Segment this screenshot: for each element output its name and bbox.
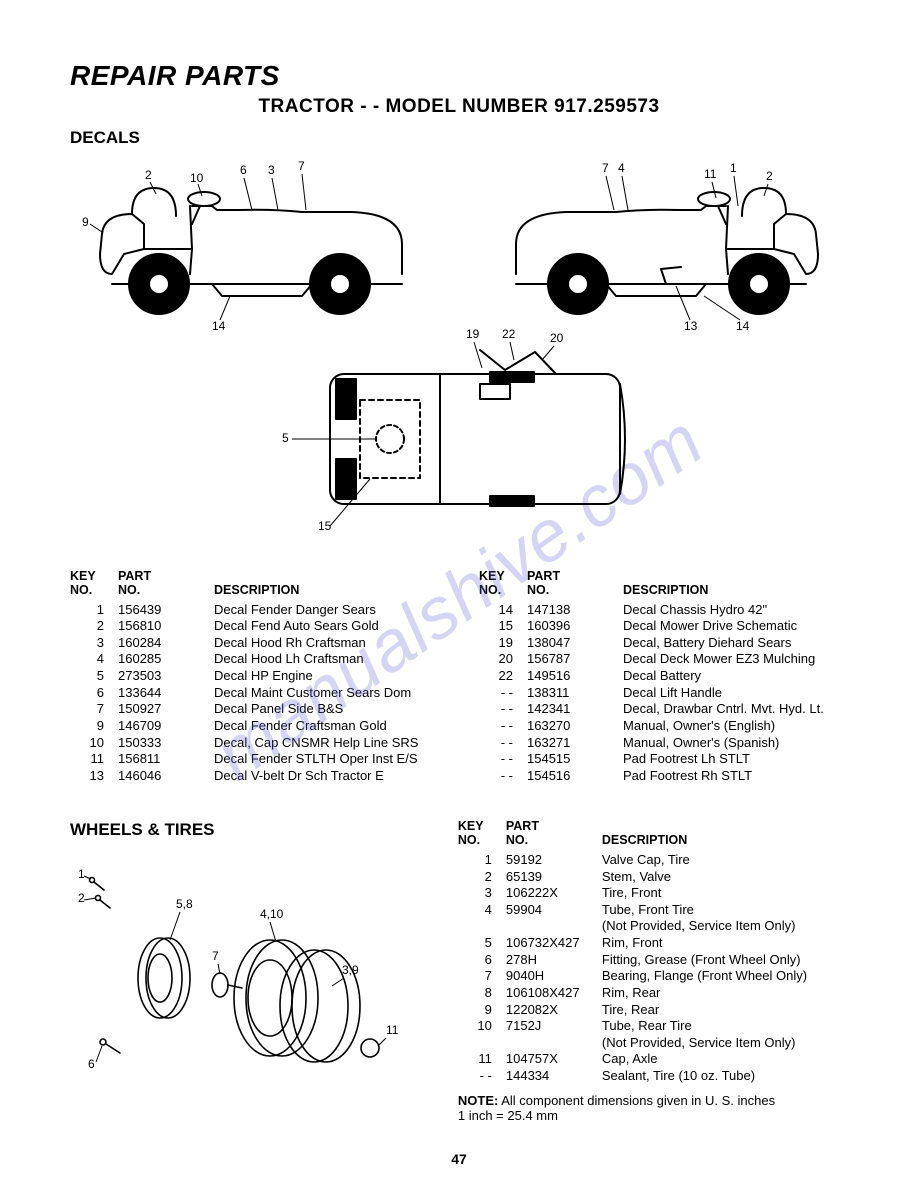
table-row: 3106222XTire, Front (458, 885, 848, 902)
table-row: 8106108X427Rim, Rear (458, 985, 848, 1002)
callout-w6: 6 (88, 1057, 95, 1071)
section-wheels-heading: WHEELS & TIRES (70, 820, 428, 840)
col-desc: DESCRIPTION (602, 820, 848, 852)
wheels-table: KEYNO. PARTNO. DESCRIPTION 159192Valve C… (458, 820, 848, 1084)
callout-2b: 2 (766, 169, 773, 183)
table-row: 5106732X427Rim, Front (458, 935, 848, 952)
table-row: 79040HBearing, Flange (Front Wheel Only) (458, 968, 848, 985)
callout-7b: 7 (602, 161, 609, 175)
col-part: PARTNO. (118, 570, 214, 602)
callout-10: 10 (190, 171, 204, 185)
col-key: KEYNO. (479, 570, 527, 602)
callout-5: 5 (282, 431, 289, 445)
table-row: - -144334Sealant, Tire (10 oz. Tube) (458, 1068, 848, 1085)
wheels-diagram: 1 2 5,8 4,10 7 3,9 6 11 (70, 848, 428, 1078)
table-row: 20156787Decal Deck Mower EZ3 Mulching (479, 651, 848, 668)
tractor-right-icon: 7 4 1 11 2 13 14 (486, 154, 846, 334)
note-label: NOTE: (458, 1093, 498, 1108)
table-row: 15160396Decal Mower Drive Schematic (479, 618, 848, 635)
page-title: REPAIR PARTS (70, 60, 848, 92)
table-row: 4160285Decal Hood Lh Craftsman (70, 651, 439, 668)
table-row: 14147138Decal Chassis Hydro 42" (479, 602, 848, 619)
table-row: 3160284Decal Hood Rh Craftsman (70, 635, 439, 652)
callout-14: 14 (212, 319, 226, 333)
decals-diagram: 2 10 6 3 7 9 14 7 4 (70, 154, 848, 554)
callout-7: 7 (298, 159, 305, 173)
table-row: 19138047Decal, Battery Diehard Sears (479, 635, 848, 652)
callout-w410: 4,10 (260, 907, 284, 921)
table-row: - -142341Decal, Drawbar Cntrl. Mvt. Hyd.… (479, 701, 848, 718)
callout-1: 1 (730, 161, 737, 175)
col-desc: DESCRIPTION (214, 570, 439, 602)
callout-6: 6 (240, 163, 247, 177)
callout-w39: 3,9 (342, 963, 359, 977)
callout-15: 15 (318, 519, 332, 533)
table-row: 9146709Decal Fender Craftsman Gold (70, 718, 439, 735)
tractor-top-icon: 19 22 20 5 15 (270, 324, 650, 554)
decals-table-left: KEYNO. PARTNO. DESCRIPTION 1156439Decal … (70, 570, 439, 784)
table-row: - -163271Manual, Owner's (Spanish) (479, 735, 848, 752)
table-row: 11156811Decal Fender STLTH Oper Inst E/S (70, 751, 439, 768)
callout-2: 2 (145, 168, 152, 182)
page-subtitle: TRACTOR - - MODEL NUMBER 917.259573 (70, 96, 848, 118)
table-row: - -163270Manual, Owner's (English) (479, 718, 848, 735)
table-row: 6133644Decal Maint Customer Sears Dom (70, 685, 439, 702)
table-row: 13146046Decal V-belt Dr Sch Tractor E (70, 768, 439, 785)
col-key: KEYNO. (458, 820, 506, 852)
table-row: 9122082XTire, Rear (458, 1002, 848, 1019)
table-row: 459904Tube, Front Tire(Not Provided, Ser… (458, 902, 848, 935)
table-row: - -154515Pad Footrest Lh STLT (479, 751, 848, 768)
callout-w1: 1 (78, 867, 85, 881)
col-desc: DESCRIPTION (623, 570, 848, 602)
col-part: PARTNO. (527, 570, 623, 602)
table-row: 1156439Decal Fender Danger Sears (70, 602, 439, 619)
callout-w58: 5,8 (176, 897, 193, 911)
col-part: PARTNO. (506, 820, 602, 852)
section-decals-heading: DECALS (70, 128, 848, 148)
callout-20: 20 (550, 331, 564, 345)
table-row: - -138311Decal Lift Handle (479, 685, 848, 702)
table-row: 2156810Decal Fend Auto Sears Gold (70, 618, 439, 635)
callout-4: 4 (618, 161, 625, 175)
page-number: 47 (70, 1151, 848, 1167)
callout-19: 19 (466, 327, 480, 341)
table-row: 5273503Decal HP Engine (70, 668, 439, 685)
callout-w11: 11 (386, 1023, 399, 1037)
callout-22: 22 (502, 327, 516, 341)
note: NOTE: All component dimensions given in … (458, 1093, 848, 1123)
callout-w2: 2 (78, 891, 85, 905)
table-row: 6278HFitting, Grease (Front Wheel Only) (458, 952, 848, 969)
table-row: 11104757XCap, Axle (458, 1051, 848, 1068)
callout-14b: 14 (736, 319, 750, 333)
table-row: 159192Valve Cap, Tire (458, 852, 848, 869)
table-row: 265139Stem, Valve (458, 869, 848, 886)
table-row: - -154516Pad Footrest Rh STLT (479, 768, 848, 785)
table-row: 107152JTube, Rear Tire(Not Provided, Ser… (458, 1018, 848, 1051)
decals-tables: KEYNO. PARTNO. DESCRIPTION 1156439Decal … (70, 570, 848, 784)
table-row: 7150927Decal Panel Side B&S (70, 701, 439, 718)
tractor-left-icon: 2 10 6 3 7 9 14 (72, 154, 432, 334)
callout-3: 3 (268, 163, 275, 177)
callout-13: 13 (684, 319, 698, 333)
note-text: All component dimensions given in U. S. … (458, 1093, 775, 1123)
table-row: 10150333Decal, Cap CNSMR Help Line SRS (70, 735, 439, 752)
decals-table-right: KEYNO. PARTNO. DESCRIPTION 14147138Decal… (479, 570, 848, 784)
col-key: KEYNO. (70, 570, 118, 602)
table-row: 22149516Decal Battery (479, 668, 848, 685)
callout-11: 11 (704, 167, 717, 181)
callout-9: 9 (82, 215, 89, 229)
callout-w7: 7 (212, 949, 219, 963)
